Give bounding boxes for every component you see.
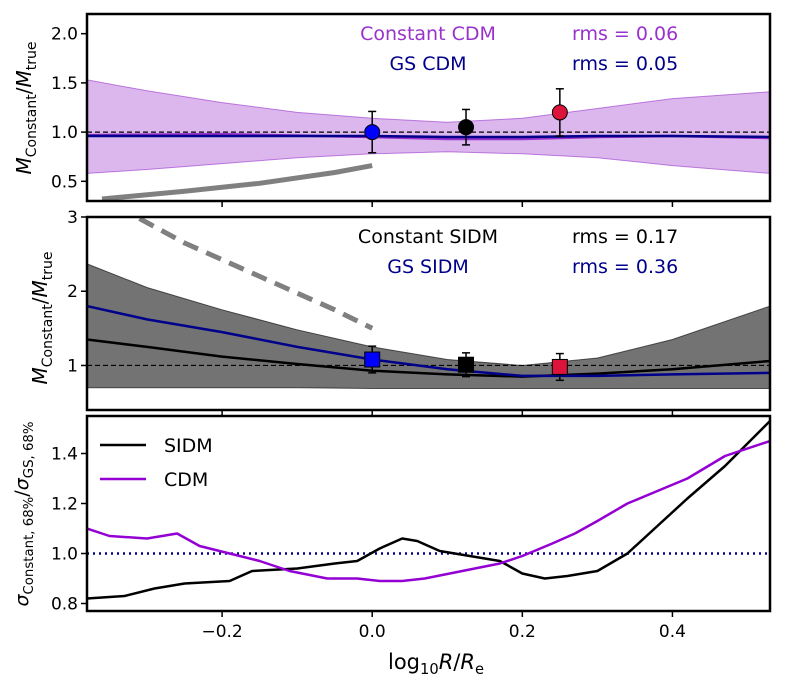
y-tick-label: 2.0 <box>51 25 78 45</box>
y-axis-label-part: M <box>28 367 52 384</box>
legend-rms: rms = 0.06 <box>572 23 678 45</box>
y-tick-label: 3 <box>67 208 78 228</box>
data-point <box>551 358 568 375</box>
legend-label: GS SIDM <box>387 256 469 278</box>
y-tick-label: 1.0 <box>51 123 78 143</box>
y-tick-label: 2 <box>67 282 78 302</box>
y-axis-label-part: M <box>28 280 52 297</box>
y-axis-label-part: true <box>40 252 56 281</box>
y-tick-label: 1.5 <box>51 74 78 94</box>
scatter-band <box>87 263 770 389</box>
x-tick-label: −0.2 <box>201 622 242 642</box>
y-axis-label-part: Constant <box>24 94 40 157</box>
panel-top: 0.5 1.0 1.5 2.0 Constant CDM rms = 0.06 GS CDM… <box>51 12 772 207</box>
legend-label: Constant SIDM <box>358 226 498 248</box>
x-axis-label-part: e <box>475 661 484 678</box>
y-tick-label: 1.4 <box>51 445 78 465</box>
data-point <box>364 351 381 368</box>
legend-rms: rms = 0.05 <box>572 53 678 75</box>
legend-rms: rms = 0.36 <box>572 256 678 278</box>
y-axis-label: MConstant/Mtrue <box>28 252 56 385</box>
y-axis-label-part: M <box>12 157 36 174</box>
x-tick-label: 0.0 <box>359 622 386 642</box>
x-axis-label: log10R/Re <box>388 650 484 678</box>
x-axis-label-part: log <box>388 650 420 674</box>
x-tick-label: 0.4 <box>659 622 686 642</box>
y-tick-label: 0.8 <box>51 595 78 615</box>
x-axis-label-part: R <box>439 650 454 674</box>
legend-label: GS CDM <box>389 53 466 75</box>
x-axis-label-part: 10 <box>420 661 439 678</box>
plot-area <box>87 79 770 201</box>
y-axis-label-bottom-part: GS, 68% <box>22 421 37 478</box>
series-line-constant-sidm <box>87 338 770 378</box>
y-axis-label-bottom-part: σ <box>11 477 33 490</box>
y-tick-label: 0.5 <box>51 172 78 192</box>
panel-bottom: 0.8 1.0 1.2 1.4 −0.2 0.0 0.2 0.4 SIDM CDM <box>51 414 772 642</box>
plot-area <box>87 419 770 600</box>
axes-frame <box>85 12 772 203</box>
y-axis-label-bottom-part: / <box>11 490 33 497</box>
series-line-reference-curve <box>101 163 373 201</box>
y-tick-label: 1.0 <box>51 545 78 565</box>
legend-rms: rms = 0.17 <box>572 226 678 248</box>
axes-frame <box>85 414 772 613</box>
x-axis-label-part: R <box>460 650 475 674</box>
data-point <box>458 119 475 136</box>
y-tick-label: 1.2 <box>51 495 78 515</box>
panel-middle: 1 2 3 Constant SIDM rms = 0.17 GS SIDM rms = 0… <box>67 208 772 416</box>
legend-label: CDM <box>164 469 208 491</box>
y-axis-label-part: / <box>12 87 36 94</box>
scatter-band <box>87 79 770 174</box>
y-axis-label-bottom-part: σ <box>11 594 33 607</box>
x-tick-label: 0.2 <box>509 622 536 642</box>
y-axis-label-part: true <box>24 42 40 71</box>
legend-label: Constant CDM <box>360 23 496 45</box>
axes-frame <box>85 215 772 412</box>
y-axis-label-part: M <box>12 70 36 87</box>
y-axis-label-part: / <box>28 297 52 304</box>
data-point <box>458 356 475 373</box>
series-line-cdm <box>87 439 770 583</box>
series-line-gs-cdm <box>87 134 770 139</box>
y-axis-label-bottom-part: Constant, 68% <box>22 497 37 595</box>
y-axis-label-bottom: σConstant, 68%/σGS, 68% <box>11 421 37 606</box>
x-axis-label-part: / <box>453 650 461 674</box>
series-line-gs-sidm <box>87 304 770 378</box>
series-line-reference-curve <box>138 217 374 331</box>
plot-area <box>87 217 770 389</box>
y-axis-label: MConstant/Mtrue <box>12 42 40 175</box>
y-axis-label-part: Constant <box>40 304 56 367</box>
data-point <box>551 104 568 121</box>
y-tick-label: 1 <box>67 356 78 376</box>
data-point <box>364 124 381 141</box>
series-line-sidm <box>87 419 770 600</box>
legend-label: SIDM <box>164 435 213 457</box>
